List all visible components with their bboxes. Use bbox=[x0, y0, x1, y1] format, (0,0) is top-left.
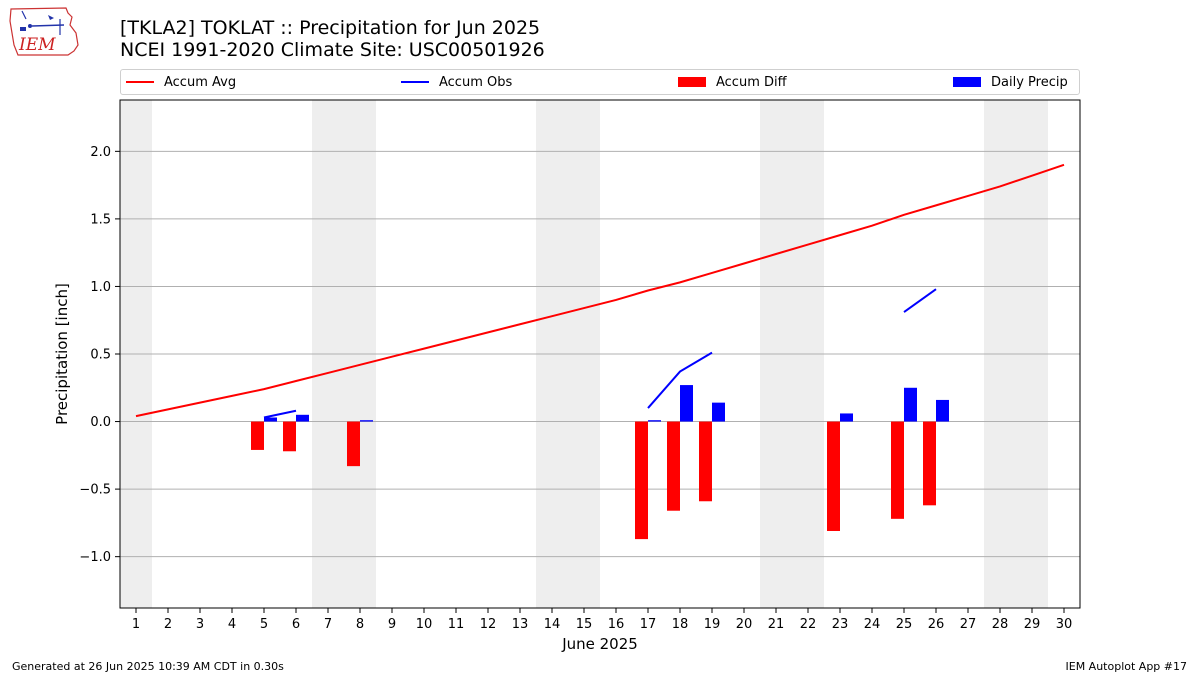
chart-title: [TKLA2] TOKLAT :: Precipitation for Jun … bbox=[120, 17, 541, 39]
footer-app-label: IEM Autoplot App #17 bbox=[1065, 660, 1188, 673]
daily-precip-bar bbox=[840, 413, 853, 422]
x-tick-label: 27 bbox=[960, 617, 977, 632]
x-axis-label: June 2025 bbox=[561, 635, 638, 653]
x-tick-label: 19 bbox=[704, 617, 721, 632]
chart-subtitle: NCEI 1991-2020 Climate Site: USC00501926 bbox=[120, 39, 545, 61]
daily-precip-bar bbox=[936, 399, 949, 422]
accum-obs-line bbox=[903, 288, 937, 313]
daily-precip-bar bbox=[648, 420, 661, 422]
daily-precip-bar bbox=[680, 385, 693, 422]
daily-precip-bar bbox=[904, 387, 917, 422]
x-tick-label: 30 bbox=[1056, 617, 1073, 632]
x-tick-label: 24 bbox=[864, 617, 881, 632]
x-tick-label: 16 bbox=[608, 617, 625, 632]
legend-label-accum-diff: Accum Diff bbox=[716, 74, 787, 90]
legend-swatch-accum-obs bbox=[401, 81, 429, 83]
x-tick-label: 23 bbox=[832, 617, 849, 632]
legend-item-daily-precip: Daily Precip bbox=[953, 70, 1068, 94]
y-axis: −1.0 −0.5 0.0 0.5 1.0 1.5 2.0 bbox=[79, 145, 120, 565]
y-tick-label: 2.0 bbox=[90, 145, 111, 160]
y-tick-label: 0.0 bbox=[90, 415, 111, 430]
accum-obs-line bbox=[263, 409, 297, 419]
daily-precip-bar bbox=[712, 402, 725, 422]
x-tick-label: 17 bbox=[640, 617, 657, 632]
daily-precip-bar bbox=[296, 414, 309, 422]
x-tick-label: 12 bbox=[480, 617, 497, 632]
logo-text: IEM bbox=[18, 35, 56, 55]
x-axis: 1 2 3 4 5 6 7 8 9 10 11 12 13 14 15 16 17 18 19 20 21 22 23 24 2… bbox=[132, 608, 1072, 632]
x-tick-label: 2 bbox=[164, 617, 172, 632]
legend-label-accum-obs: Accum Obs bbox=[439, 74, 513, 90]
chart-legend: Accum Avg Accum Obs Accum Diff Daily Pre… bbox=[120, 69, 1080, 95]
legend-item-accum-diff: Accum Diff bbox=[678, 70, 787, 94]
daily-precip-bar bbox=[360, 420, 373, 422]
lines-layer bbox=[135, 163, 1065, 419]
weekend-band-1 bbox=[312, 100, 376, 608]
x-tick-label: 15 bbox=[576, 617, 593, 632]
x-tick-label: 18 bbox=[672, 617, 689, 632]
weekend-band-0 bbox=[120, 100, 152, 608]
weekend-band-4 bbox=[984, 100, 1048, 608]
x-tick-label: 10 bbox=[416, 617, 433, 632]
y-tick-label: −0.5 bbox=[79, 483, 111, 498]
accum-diff-bar bbox=[283, 421, 296, 452]
x-tick-label: 26 bbox=[928, 617, 945, 632]
x-tick-label: 14 bbox=[544, 617, 561, 632]
x-tick-label: 7 bbox=[324, 617, 332, 632]
legend-swatch-accum-avg bbox=[126, 81, 154, 83]
footer-generated-text: Generated at 26 Jun 2025 10:39 AM CDT in… bbox=[12, 660, 284, 673]
legend-label-daily-precip: Daily Precip bbox=[991, 74, 1068, 90]
x-tick-label: 20 bbox=[736, 617, 753, 632]
x-tick-label: 29 bbox=[1024, 617, 1041, 632]
iem-logo: IEM bbox=[9, 7, 79, 56]
y-gridlines bbox=[120, 150, 1080, 558]
legend-item-accum-obs: Accum Obs bbox=[401, 70, 512, 94]
accum-diff-bar bbox=[923, 421, 936, 506]
y-tick-label: 0.5 bbox=[90, 348, 111, 363]
x-tick-label: 6 bbox=[292, 617, 300, 632]
x-tick-label: 21 bbox=[768, 617, 785, 632]
x-tick-label: 22 bbox=[800, 617, 817, 632]
x-tick-label: 3 bbox=[196, 617, 204, 632]
accum-diff-bar bbox=[891, 421, 904, 519]
accum-diff-bar bbox=[699, 421, 712, 502]
weekend-band-3 bbox=[760, 100, 824, 608]
weekend-shading bbox=[120, 100, 1048, 608]
x-tick-label: 11 bbox=[448, 617, 465, 632]
y-tick-label: 1.0 bbox=[90, 280, 111, 295]
y-axis-label: Precipitation [inch] bbox=[53, 283, 71, 425]
legend-swatch-accum-diff bbox=[678, 77, 706, 87]
x-tick-label: 4 bbox=[228, 617, 236, 632]
x-tick-label: 28 bbox=[992, 617, 1009, 632]
accum-obs-line bbox=[647, 351, 713, 409]
x-tick-label: 8 bbox=[356, 617, 364, 632]
plot-frame bbox=[119, 99, 1081, 609]
x-tick-label: 9 bbox=[388, 617, 396, 632]
x-tick-label: 5 bbox=[260, 617, 268, 632]
bars-layer bbox=[251, 385, 949, 540]
accum-diff-bar bbox=[347, 421, 360, 467]
accum-diff-bar bbox=[827, 421, 840, 531]
legend-swatch-daily-precip bbox=[953, 77, 981, 87]
legend-label-accum-avg: Accum Avg bbox=[164, 74, 237, 90]
accum-diff-bar bbox=[635, 421, 648, 540]
daily-precip-bar bbox=[264, 417, 277, 422]
weekend-band-2 bbox=[536, 100, 600, 608]
y-tick-label: 1.5 bbox=[90, 212, 111, 227]
y-tick-label: −1.0 bbox=[79, 550, 111, 565]
accum-diff-bar bbox=[667, 421, 680, 511]
x-tick-label: 1 bbox=[132, 617, 140, 632]
accum-avg-line bbox=[135, 163, 1065, 418]
x-tick-label: 13 bbox=[512, 617, 529, 632]
x-tick-label: 25 bbox=[896, 617, 913, 632]
accum-diff-bar bbox=[251, 421, 264, 450]
legend-item-accum-avg: Accum Avg bbox=[126, 70, 236, 94]
